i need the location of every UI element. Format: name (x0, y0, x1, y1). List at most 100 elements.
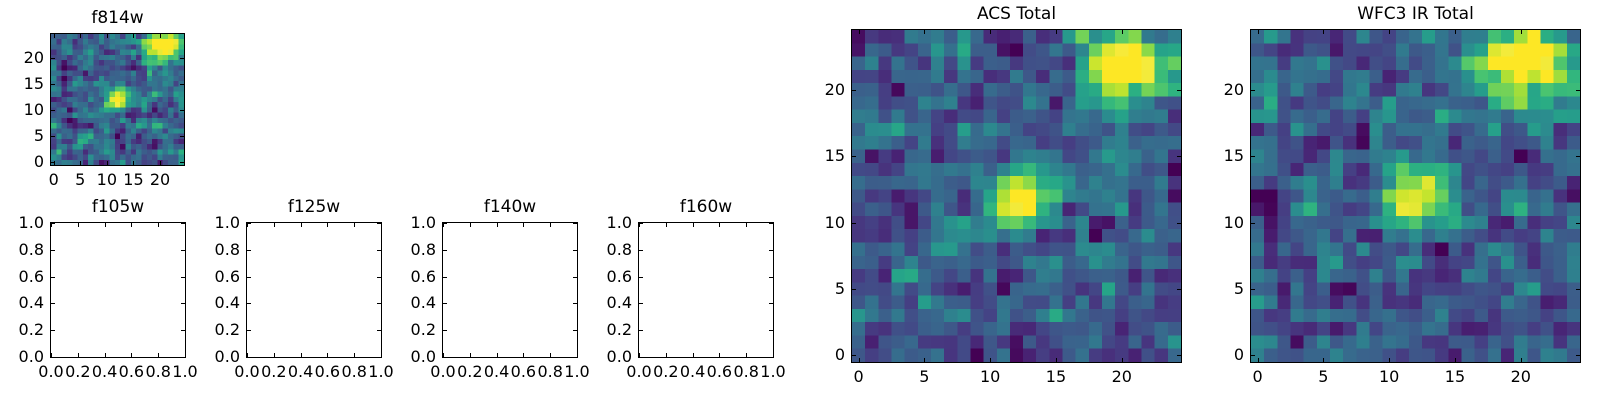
xtick-mark-top-f814w-3 (133, 34, 134, 38)
xtick-label-f814w-1: 5 (75, 170, 86, 189)
panel-title-wfc3_ir_total: WFC3 IR Total (1357, 4, 1474, 24)
ytick-label-f105w-1: 0.2 (18, 320, 44, 340)
ytick-mark-f160w-3 (639, 277, 643, 278)
ytick-mark-right-wfc3_ir_total-2 (1576, 223, 1580, 224)
panel-title-f160w: f160w (679, 197, 733, 217)
xtick-label-f160w-1: 0.2 (653, 362, 679, 381)
xtick-mark-top-f105w-0 (51, 223, 52, 227)
ytick-mark-f160w-2 (639, 303, 643, 304)
xtick-label-f105w-4: 0.8 (145, 362, 171, 381)
ytick-mark-acs_total-2 (852, 223, 856, 224)
panel-title-f125w: f125w (287, 197, 341, 217)
heatmap-wfc3_ir_total (1251, 30, 1580, 362)
xtick-label-f105w-1: 0.2 (65, 362, 91, 381)
ytick-label-acs_total-0: 0 (834, 345, 845, 365)
ytick-mark-f140w-0 (443, 357, 447, 358)
xtick-mark-f814w-0 (54, 161, 55, 165)
xtick-mark-top-acs_total-2 (990, 30, 991, 34)
xtick-mark-top-wfc3_ir_total-2 (1389, 30, 1390, 34)
ytick-label-f140w-2: 0.4 (410, 293, 436, 313)
ytick-mark-right-f160w-2 (769, 303, 773, 304)
axes-acs_total (851, 29, 1182, 363)
xtick-mark-top-f105w-3 (131, 223, 132, 227)
xtick-mark-top-f105w-1 (78, 223, 79, 227)
xtick-mark-top-f140w-1 (470, 223, 471, 227)
xtick-mark-f160w-5 (773, 353, 774, 357)
ytick-mark-right-f125w-0 (377, 357, 381, 358)
ytick-mark-right-f125w-1 (377, 330, 381, 331)
ytick-label-f160w-0: 0.0 (606, 347, 632, 366)
panel-title-f814w: f814w (91, 8, 144, 28)
ytick-mark-f105w-3 (51, 277, 55, 278)
xtick-mark-acs_total-3 (1056, 358, 1057, 362)
ytick-mark-right-acs_total-2 (1177, 223, 1181, 224)
ytick-label-f105w-3: 0.6 (18, 266, 44, 286)
xtick-mark-acs_total-4 (1122, 358, 1123, 362)
ytick-mark-f105w-1 (51, 330, 55, 331)
ytick-mark-wfc3_ir_total-2 (1251, 223, 1255, 224)
ytick-mark-right-acs_total-1 (1177, 289, 1181, 290)
ytick-label-f814w-1: 5 (33, 126, 44, 146)
xtick-mark-top-f105w-5 (185, 223, 186, 227)
ytick-mark-right-wfc3_ir_total-4 (1576, 90, 1580, 91)
ytick-label-acs_total-1: 5 (834, 278, 845, 298)
ytick-label-f160w-2: 0.4 (606, 293, 632, 313)
xtick-mark-wfc3_ir_total-3 (1455, 358, 1456, 362)
xtick-label-acs_total-2: 10 (979, 367, 1001, 386)
ytick-label-f105w-0: 0.0 (18, 347, 44, 366)
xtick-mark-top-f125w-3 (327, 223, 328, 227)
ytick-mark-f160w-1 (639, 330, 643, 331)
ytick-label-f125w-2: 0.4 (214, 293, 240, 313)
xtick-label-f140w-4: 0.8 (537, 362, 563, 381)
ytick-mark-right-f160w-1 (769, 330, 773, 331)
xtick-label-f160w-3: 0.6 (706, 362, 733, 381)
xtick-mark-f105w-5 (185, 353, 186, 357)
xtick-label-f125w-0: 0.0 (234, 362, 260, 381)
ytick-label-f125w-1: 0.2 (214, 320, 240, 340)
ytick-mark-wfc3_ir_total-4 (1251, 90, 1255, 91)
ytick-label-f125w-0: 0.0 (214, 347, 240, 366)
xtick-mark-f814w-2 (107, 161, 108, 165)
xtick-mark-f160w-1 (666, 353, 667, 357)
ytick-label-f814w-2: 10 (23, 99, 44, 119)
ytick-mark-right-f105w-4 (181, 250, 185, 251)
ytick-mark-f814w-1 (51, 136, 55, 137)
xtick-mark-top-f140w-0 (443, 223, 444, 227)
ytick-mark-right-f814w-4 (180, 58, 184, 59)
xtick-mark-f105w-2 (105, 353, 106, 357)
ytick-label-acs_total-2: 10 (824, 212, 845, 232)
ytick-mark-f105w-2 (51, 303, 55, 304)
xtick-mark-f105w-4 (158, 353, 159, 357)
xtick-mark-f105w-0 (51, 353, 52, 357)
xtick-label-acs_total-4: 20 (1111, 367, 1132, 386)
ytick-mark-f125w-0 (247, 357, 251, 358)
xtick-mark-f160w-0 (639, 353, 640, 357)
axes-wfc3_ir_total (1250, 29, 1581, 363)
ytick-label-f140w-0: 0.0 (410, 347, 436, 366)
xtick-mark-f105w-3 (131, 353, 132, 357)
ytick-label-f814w-3: 15 (23, 73, 44, 93)
ytick-mark-f105w-4 (51, 250, 55, 251)
xtick-label-f125w-5: 1.0 (368, 362, 394, 381)
xtick-mark-f160w-3 (719, 353, 720, 357)
ytick-mark-right-wfc3_ir_total-1 (1576, 289, 1580, 290)
ytick-mark-right-acs_total-0 (1177, 355, 1181, 356)
ytick-mark-right-acs_total-3 (1177, 156, 1181, 157)
xtick-mark-top-acs_total-0 (859, 30, 860, 34)
xtick-mark-acs_total-2 (990, 358, 991, 362)
xtick-label-f125w-4: 0.8 (341, 362, 367, 381)
ytick-mark-right-f105w-5 (181, 223, 185, 224)
xtick-mark-top-wfc3_ir_total-4 (1521, 30, 1522, 34)
xtick-mark-top-f160w-0 (639, 223, 640, 227)
ytick-mark-right-acs_total-4 (1177, 90, 1181, 91)
ytick-mark-f140w-1 (443, 330, 447, 331)
xtick-mark-f814w-1 (80, 161, 81, 165)
ytick-mark-right-f105w-0 (181, 357, 185, 358)
ytick-mark-right-f140w-5 (573, 223, 577, 224)
axes-f160w (638, 222, 774, 358)
xtick-mark-top-f125w-4 (354, 223, 355, 227)
xtick-mark-top-f140w-4 (550, 223, 551, 227)
xtick-mark-f125w-2 (301, 353, 302, 357)
xtick-label-f160w-2: 0.4 (679, 362, 706, 381)
xtick-mark-acs_total-1 (924, 358, 925, 362)
